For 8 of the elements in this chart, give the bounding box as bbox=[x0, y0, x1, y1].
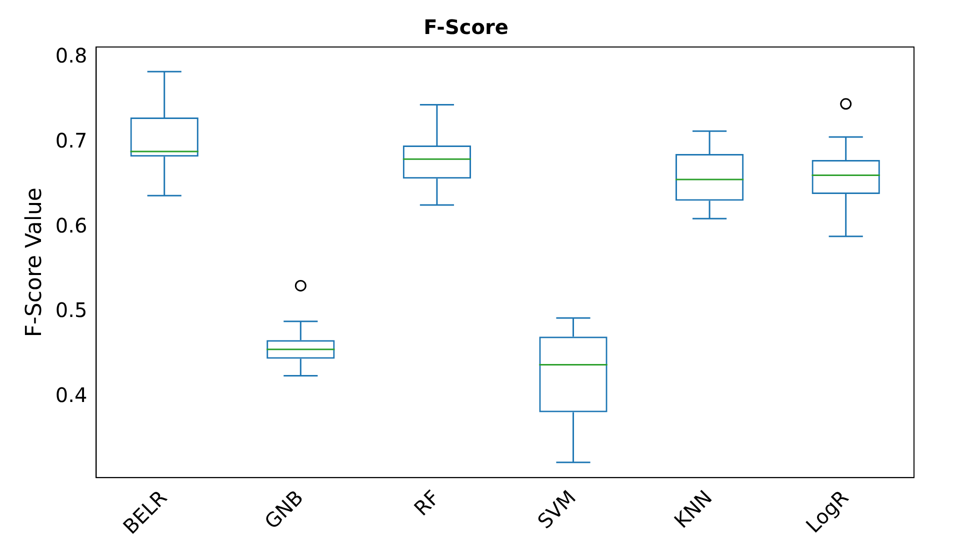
y-tick-label: 0.5 bbox=[55, 298, 88, 322]
y-tick-label: 0.7 bbox=[55, 128, 88, 152]
y-tick-label: 0.4 bbox=[55, 383, 88, 408]
y-tick-label: 0.8 bbox=[55, 43, 88, 68]
chart-title: F-Score bbox=[424, 15, 508, 40]
y-axis-title: F-Score Value bbox=[22, 188, 47, 338]
y-tick-label: 0.6 bbox=[55, 213, 88, 238]
x-tick-label: RF bbox=[409, 485, 444, 520]
